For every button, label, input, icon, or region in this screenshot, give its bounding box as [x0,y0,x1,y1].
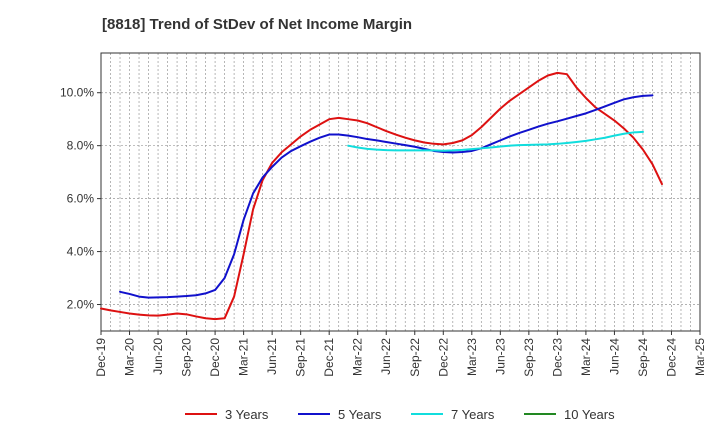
legend-label: 5 Years [338,407,382,422]
legend-label: 10 Years [564,407,615,422]
x-tick-label: Dec-19 [94,338,108,377]
y-tick-label: 6.0% [67,192,95,206]
legend: 3 Years 5 Years 7 Years 10 Years [185,407,615,422]
series-line-7-years [347,130,644,152]
x-tick-label: Jun-20 [151,338,165,375]
series-line-3-years [100,71,663,321]
x-tick-label: Sep-24 [636,338,650,377]
x-tick-label: Mar-23 [465,338,479,376]
x-tick-label: Jun-24 [607,338,621,375]
plot-area [101,53,700,331]
x-tick-label: Dec-22 [436,338,450,377]
x-tick-label: Mar-24 [579,338,593,376]
x-tick-label: Sep-20 [180,338,194,377]
plot-frame [100,52,701,332]
chart-title: [8818] Trend of StDev of Net Income Marg… [102,16,413,33]
y-tick-label: 10.0% [60,86,94,100]
y-tick-label: 8.0% [67,139,95,153]
x-tick-label: Dec-23 [550,338,564,377]
x-tick-label: Mar-25 [693,338,707,376]
legend-label: 3 Years [225,407,269,422]
x-tick-label: Mar-21 [237,338,251,376]
legend-label: 7 Years [451,407,495,422]
x-tick-label: Mar-20 [123,338,137,376]
x-tick-label: Mar-22 [351,338,365,376]
x-tick-label: Dec-24 [664,338,678,377]
y-tick-label: 4.0% [67,245,95,259]
x-tick-label: Sep-22 [408,338,422,377]
x-tick-label: Sep-21 [294,338,308,377]
y-tick-label: 2.0% [67,298,95,312]
x-tick-label: Dec-20 [208,338,222,377]
x-tick-label: Jun-23 [493,338,507,375]
x-tick-label: Dec-21 [322,338,336,377]
series-line-5-years [119,94,654,299]
x-tick-label: Jun-22 [379,338,393,375]
x-tick-label: Jun-21 [265,338,279,375]
x-tick-label: Sep-23 [522,338,536,377]
